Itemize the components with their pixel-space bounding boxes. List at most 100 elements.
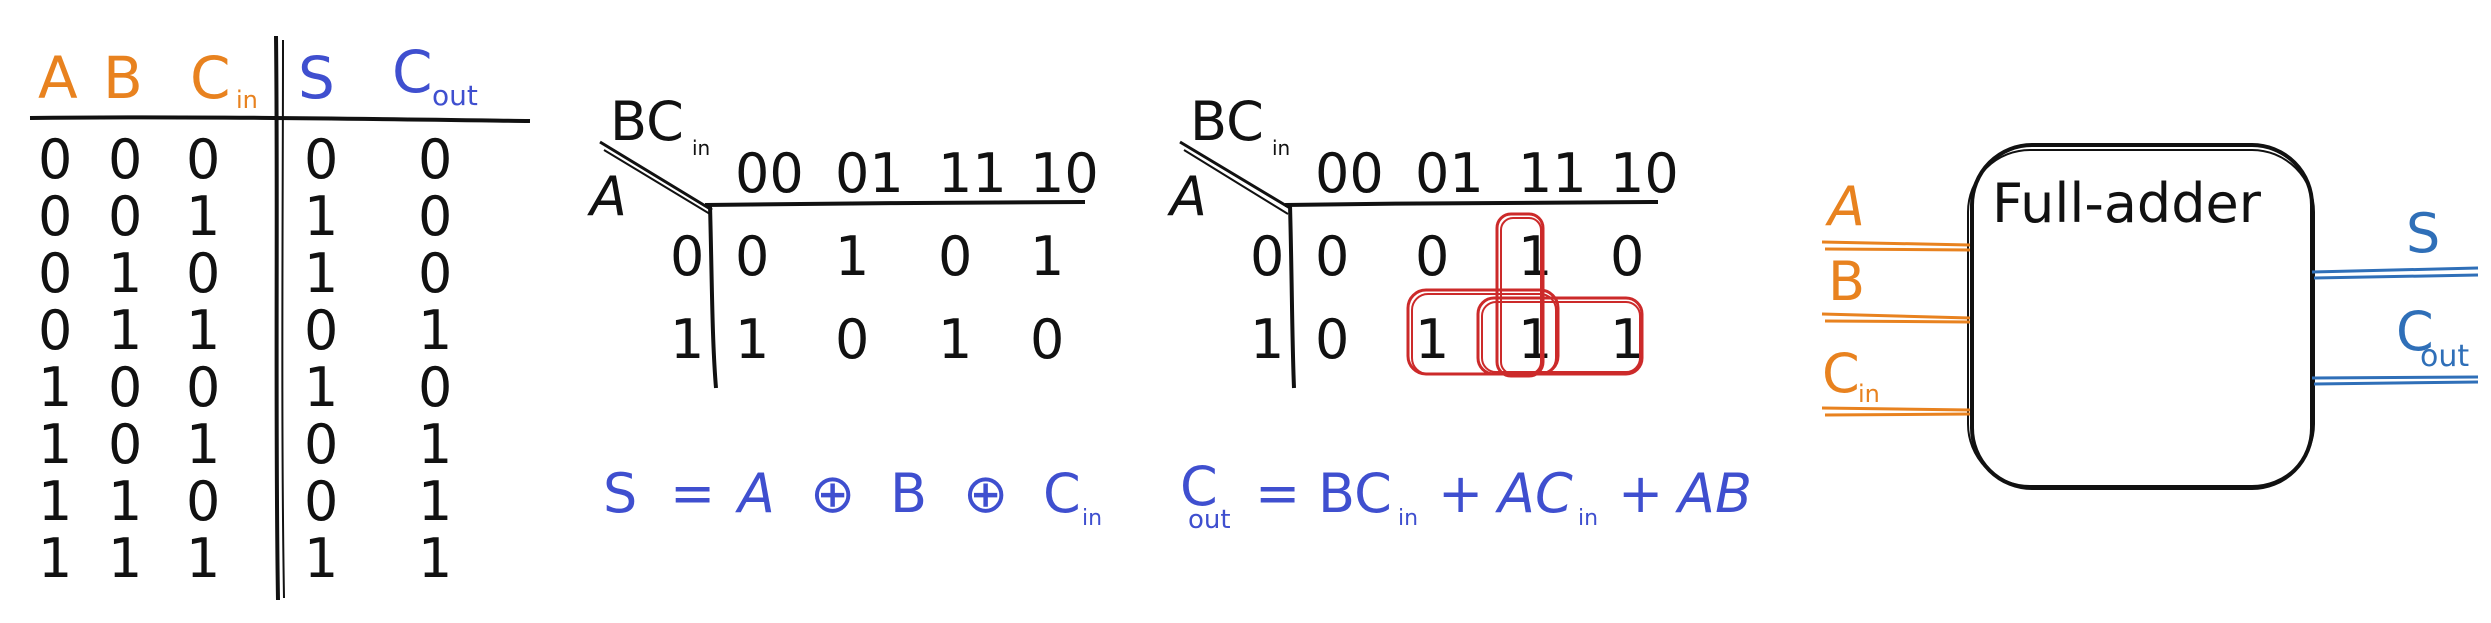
truth-table-cell: 0 [186,470,220,533]
header-cout: C [392,38,433,106]
kmap-col-label: 00 [735,142,804,205]
kmap-cout-col-var: BC [1190,90,1264,153]
truth-table-cell: 0 [186,242,220,305]
eq-cout-t1: BC [1318,462,1392,525]
truth-table-cell: 0 [304,413,338,476]
truth-table-cell: 0 [418,185,452,248]
full-adder-box [1970,143,2314,490]
truth-table-divider [274,35,280,601]
truth-table-cell: 1 [186,413,220,476]
kmap-cell: 0 [1315,225,1349,288]
output-label-cout: C [2396,300,2434,363]
kmap-s-diagonal [599,140,713,212]
input-wire-b [1821,312,1971,320]
kmap-row-label: 0 [670,225,704,288]
output-pins [2311,266,2479,386]
truth-table-cell: 1 [418,470,452,533]
truth-table-cell: 0 [108,185,142,248]
kmap-cell: 0 [1030,308,1064,371]
truth-table-cell: 0 [38,128,72,191]
full-adder-title: Full-adder [1992,172,2262,235]
truth-table: A B C in S C out 0 0 0 0 00 0 1 1 00 1 0 1 00 1 1 0 11 0 0… [29,35,531,601]
eq-s-op1: ⊕ [810,462,855,525]
kmap-cout-diagonal [1179,140,1291,210]
eq-cout-lhs-sub: out [1188,505,1231,535]
full-adder-block: Full-adder A B C in S C out [1821,143,2479,490]
kmap-col-label: 01 [1415,142,1484,205]
kmap-row-label: 1 [1250,308,1284,371]
truth-table-rows: 0 0 0 0 00 0 1 1 00 1 0 1 00 1 1 0 11 0 0 1 01 0 1 0 11 1 0 0 11 1 1 1 1 [38,128,452,590]
truth-table-cell: 1 [418,299,452,362]
output-wire-cout [2311,375,2479,380]
truth-table-cell: 0 [186,128,220,191]
kmap-cell: 0 [735,225,769,288]
eq-s-t1: A [735,462,775,525]
kmap-cell: 0 [938,225,972,288]
eq-cout-t2: AC [1495,462,1573,525]
truth-table-cell: 0 [38,299,72,362]
input-pins [1821,240,1971,417]
truth-table-cell: 1 [38,356,72,419]
kmap-col-label: 01 [835,142,904,205]
truth-table-cell: 1 [304,185,338,248]
group-ab [1476,296,1644,376]
truth-table-cell: 1 [38,413,72,476]
kmap-row-label: 1 [670,308,704,371]
eq-cout-lhs: C [1180,455,1218,518]
kmap-cell: 1 [938,308,972,371]
truth-table-cell: 0 [108,356,142,419]
header-s: S [298,44,335,112]
eq-cout-equals: = [1255,462,1300,525]
kmap-cell: 1 [1415,308,1449,371]
kmap-cell: 0 [1315,308,1349,371]
truth-table-cell: 1 [38,470,72,533]
eq-cout-plus1: + [1438,462,1483,525]
truth-table-cell: 1 [186,299,220,362]
header-cin-sub: in [236,86,258,114]
eq-cout-t3: AB [1675,462,1752,525]
eq-s-t2: B [890,462,927,525]
kmap-cell: 1 [1030,225,1064,288]
kmap-cell: 1 [1610,308,1644,371]
truth-table-cell: 0 [304,470,338,533]
truth-table-header: A B C in S C out [38,38,478,114]
kmap-s-top-rule [704,200,1086,207]
kmap-cell: 1 [735,308,769,371]
eq-s-lhs: S [603,462,637,525]
truth-table-cell: 0 [108,413,142,476]
truth-table-cell: 0 [38,185,72,248]
equation-s: S = A ⊕ B ⊕ C in [603,462,1102,531]
kmap-s-left-rule [708,204,718,389]
output-label-cout-sub: out [2420,339,2469,374]
header-b: B [103,44,143,112]
equation-cout: C out = BC in + AC in + AB [1180,455,1752,535]
kmap-col-label: 10 [1030,142,1099,205]
kmap-cell: 0 [835,308,869,371]
truth-table-cell: 0 [108,128,142,191]
eq-s-t3-sub: in [1082,506,1102,531]
input-label-cin: C [1822,342,1860,405]
input-wire-a [1821,240,1971,247]
input-label-a: A [1825,175,1865,238]
kmap-cell: 1 [1518,225,1552,288]
output-wire-s [2311,266,2479,274]
truth-table-cell: 1 [418,527,452,590]
input-label-cin-sub: in [1858,380,1880,408]
kmap-cell: 0 [1415,225,1449,288]
kmap-cell: 1 [1518,308,1552,371]
input-label-b: B [1828,250,1865,313]
eq-cout-t2-sub: in [1578,506,1598,531]
kmap-col-label: 00 [1315,142,1384,205]
kmap-cout-left-rule [1288,204,1296,389]
truth-table-cell: 0 [418,128,452,191]
eq-cout-t1-sub: in [1398,506,1418,531]
eq-s-op2: ⊕ [963,462,1008,525]
truth-table-cell: 0 [38,242,72,305]
truth-table-cell: 1 [108,242,142,305]
truth-table-cell: 0 [304,128,338,191]
truth-table-cell: 0 [186,356,220,419]
kmap-col-label: 10 [1610,142,1679,205]
